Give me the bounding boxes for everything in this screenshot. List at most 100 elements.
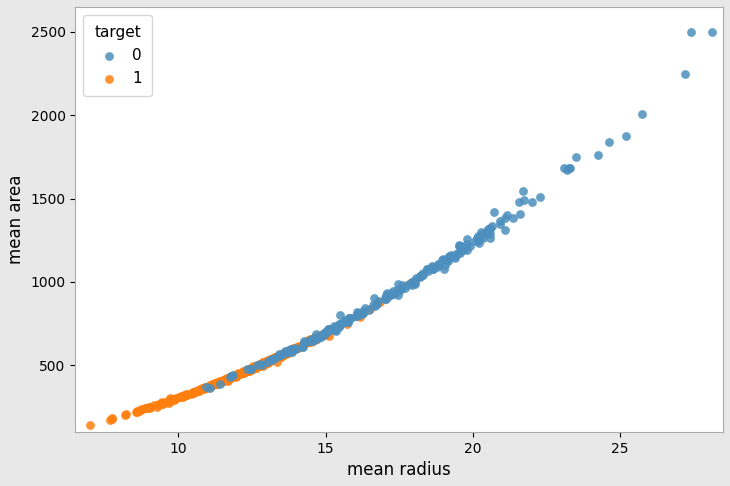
0 — [427, 265, 439, 273]
0 — [393, 280, 404, 288]
1 — [240, 367, 252, 375]
1 — [244, 365, 256, 373]
1 — [228, 372, 240, 380]
1 — [236, 369, 247, 377]
1 — [287, 345, 299, 353]
0 — [245, 365, 257, 373]
1 — [208, 380, 220, 388]
0 — [329, 326, 341, 333]
0 — [680, 69, 691, 77]
1 — [323, 332, 334, 340]
1 — [188, 389, 199, 397]
1 — [253, 363, 264, 370]
1 — [177, 393, 189, 400]
0 — [334, 323, 345, 330]
1 — [228, 372, 240, 380]
1 — [155, 399, 166, 407]
1 — [292, 343, 304, 351]
1 — [309, 334, 320, 342]
1 — [210, 379, 222, 387]
0 — [354, 310, 366, 317]
0 — [392, 291, 404, 299]
1 — [259, 360, 271, 368]
0 — [461, 246, 472, 254]
0 — [371, 300, 383, 308]
1 — [248, 363, 260, 371]
1 — [283, 346, 295, 354]
1 — [165, 396, 177, 404]
1 — [286, 347, 298, 354]
1 — [224, 374, 236, 382]
1 — [224, 373, 236, 381]
1 — [145, 404, 156, 412]
0 — [436, 256, 447, 264]
0 — [432, 260, 444, 267]
Y-axis label: mean area: mean area — [7, 174, 25, 264]
1 — [210, 380, 221, 387]
1 — [280, 350, 292, 358]
1 — [269, 353, 280, 361]
1 — [255, 360, 266, 367]
1 — [315, 332, 327, 340]
1 — [260, 357, 272, 365]
1 — [288, 344, 299, 352]
1 — [218, 377, 229, 384]
1 — [213, 379, 225, 386]
0 — [369, 294, 380, 302]
0 — [396, 285, 407, 293]
0 — [321, 327, 333, 335]
1 — [210, 380, 222, 388]
1 — [237, 368, 249, 376]
1 — [262, 356, 274, 364]
1 — [204, 382, 215, 390]
1 — [199, 383, 211, 391]
0 — [289, 344, 301, 352]
1 — [238, 368, 250, 376]
1 — [281, 348, 293, 356]
0 — [308, 334, 320, 342]
1 — [318, 330, 330, 337]
0 — [450, 250, 462, 258]
1 — [268, 354, 280, 362]
1 — [320, 330, 331, 338]
0 — [475, 228, 487, 236]
1 — [192, 387, 204, 395]
1 — [177, 393, 189, 400]
0 — [307, 337, 319, 345]
0 — [274, 351, 285, 359]
1 — [233, 370, 245, 378]
1 — [298, 340, 310, 347]
0 — [408, 278, 420, 286]
0 — [323, 325, 335, 333]
0 — [474, 234, 486, 242]
0 — [342, 318, 353, 326]
1 — [191, 387, 202, 395]
1 — [237, 369, 248, 377]
1 — [227, 373, 239, 381]
0 — [334, 311, 346, 318]
1 — [135, 405, 147, 413]
1 — [206, 381, 218, 388]
1 — [255, 360, 267, 367]
0 — [251, 362, 263, 369]
0 — [357, 307, 369, 314]
1 — [220, 375, 232, 383]
0 — [379, 294, 391, 302]
1 — [254, 360, 266, 368]
0 — [272, 352, 284, 360]
1 — [221, 376, 233, 383]
0 — [342, 318, 353, 326]
0 — [311, 335, 323, 343]
1 — [231, 371, 243, 379]
0 — [201, 382, 212, 390]
0 — [459, 243, 471, 251]
1 — [274, 351, 286, 359]
1 — [291, 344, 303, 351]
0 — [472, 236, 484, 244]
1 — [196, 384, 208, 392]
0 — [279, 349, 291, 357]
1 — [326, 326, 337, 334]
1 — [319, 330, 331, 338]
0 — [369, 302, 381, 310]
1 — [223, 374, 234, 382]
